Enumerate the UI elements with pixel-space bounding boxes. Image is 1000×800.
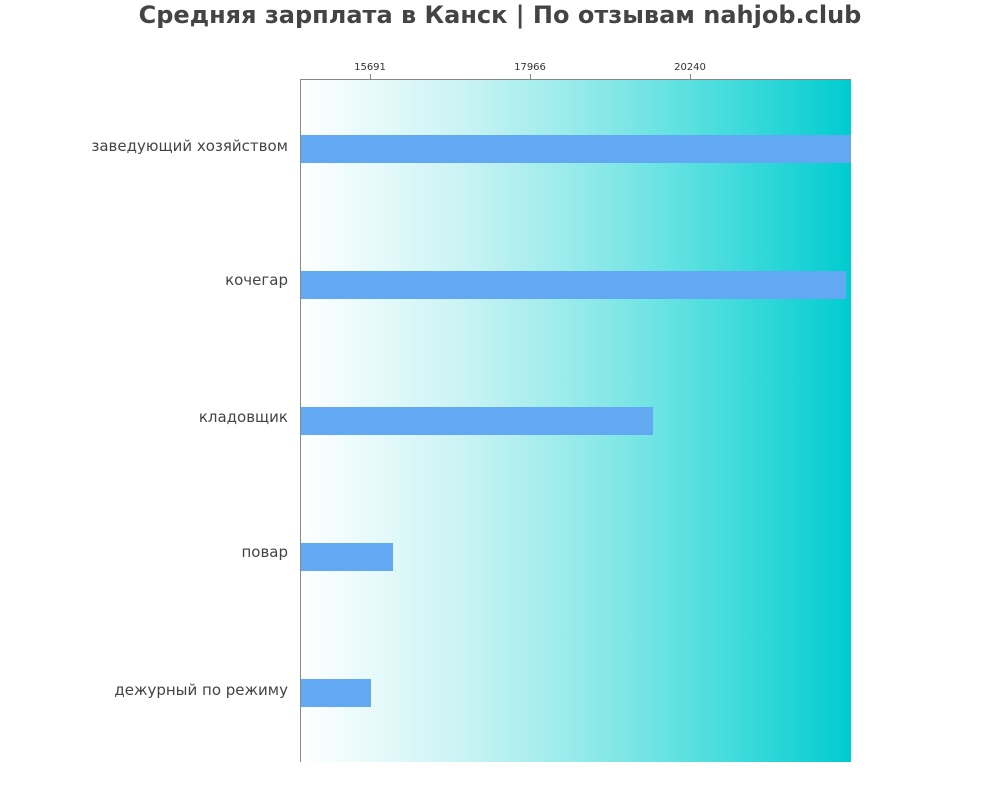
category-label: дежурный по режиму [114,681,288,699]
bar-dezhurnyy-po-rezhimu [301,679,371,707]
bar-kochegar [301,271,846,299]
category-label: кочегар [225,271,288,289]
x-tick-mark [370,74,371,80]
x-tick-label: 17966 [514,62,546,73]
chart-title: Средняя зарплата в Канск | По отзывам na… [138,1,862,29]
x-tick-label: 15691 [354,62,386,73]
bar-zaveduyushchiy-khozyaystvom [301,135,851,163]
bar-povar [301,543,393,571]
category-label: заведующий хозяйством [91,137,288,155]
x-tick-label: 20240 [674,62,706,73]
x-tick-mark [530,74,531,80]
x-tick-mark [690,74,691,80]
y-axis-line [300,80,301,762]
x-axis-line [300,79,851,80]
bar-kladovshchik [301,407,653,435]
category-label: кладовщик [198,408,288,426]
category-label: повар [241,543,288,561]
